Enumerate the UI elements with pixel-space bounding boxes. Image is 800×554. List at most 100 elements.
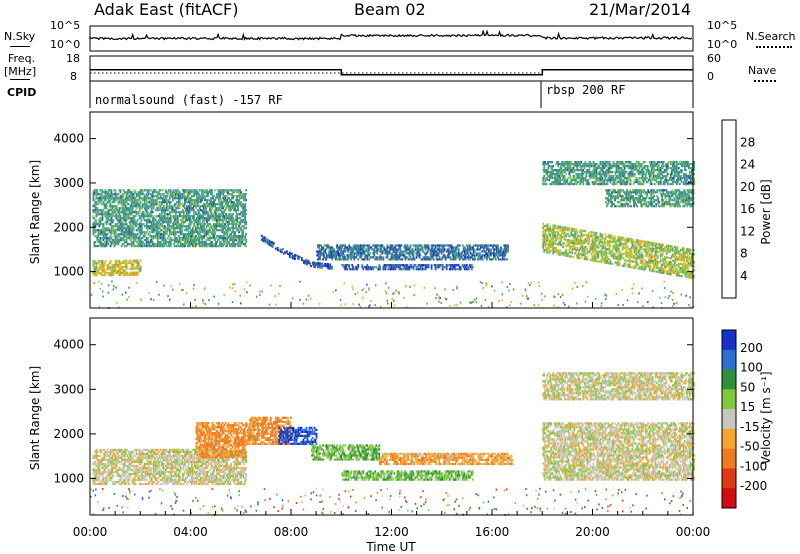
echo-cell bbox=[405, 252, 408, 255]
echo-cell bbox=[110, 237, 113, 240]
echo-cell bbox=[376, 248, 379, 251]
echo-cell bbox=[329, 246, 331, 249]
echo-cell bbox=[458, 266, 461, 269]
echo-cell bbox=[361, 266, 364, 269]
echo-cell bbox=[128, 211, 131, 214]
echo-cell bbox=[149, 203, 152, 206]
echo-cell bbox=[116, 237, 119, 240]
echo-cell bbox=[329, 248, 331, 251]
echo-cell bbox=[324, 250, 326, 253]
echo-cell bbox=[208, 223, 210, 226]
echo-cell bbox=[169, 189, 172, 192]
echo-cell bbox=[118, 235, 121, 238]
echo-cell bbox=[200, 243, 202, 246]
echo-cell bbox=[357, 266, 360, 269]
echo-cell bbox=[103, 264, 106, 267]
echo-cell bbox=[166, 191, 169, 194]
echo-cell bbox=[197, 199, 199, 202]
echo-cell bbox=[320, 244, 322, 247]
echo-cell bbox=[234, 207, 236, 210]
echo-cell bbox=[188, 191, 190, 194]
echo-cell bbox=[226, 203, 228, 206]
echo-cell bbox=[221, 205, 223, 208]
echo-cell bbox=[192, 229, 194, 232]
echo-cell bbox=[224, 239, 226, 242]
echo-cell bbox=[209, 203, 211, 206]
echo-cell bbox=[626, 239, 629, 242]
echo-cell bbox=[326, 254, 328, 257]
echo-cell bbox=[363, 266, 366, 269]
echo-cell bbox=[336, 244, 338, 247]
echo-cell bbox=[673, 271, 676, 274]
echo-cell bbox=[616, 245, 619, 248]
echo-cell bbox=[672, 255, 675, 258]
echo-cell bbox=[179, 195, 182, 198]
echo-cell bbox=[578, 255, 581, 258]
echo-cell bbox=[192, 245, 194, 248]
echo-cell bbox=[592, 259, 595, 262]
echo-cell bbox=[576, 254, 579, 257]
echo-cell bbox=[581, 229, 584, 232]
echo-cell bbox=[372, 256, 375, 259]
echo-cell bbox=[622, 244, 625, 247]
echo-cell bbox=[481, 246, 484, 249]
echo-cell bbox=[450, 248, 453, 251]
echo-cell bbox=[119, 227, 122, 230]
echo-cell bbox=[99, 229, 102, 232]
echo-cell bbox=[121, 207, 124, 210]
echo-cell bbox=[409, 244, 412, 247]
echo-cell bbox=[159, 197, 162, 200]
echo-cell bbox=[405, 264, 408, 267]
echo-cell bbox=[437, 254, 440, 257]
echo-cell bbox=[185, 243, 187, 246]
echo-cell bbox=[396, 254, 399, 257]
echo-cell bbox=[207, 245, 209, 248]
echo-cell bbox=[342, 252, 345, 255]
echo-cell bbox=[557, 233, 560, 236]
echo-cell bbox=[657, 251, 660, 254]
echo-cell bbox=[582, 247, 585, 250]
echo-cell bbox=[400, 268, 403, 271]
echo-cell bbox=[397, 266, 400, 269]
echo-cell bbox=[229, 237, 231, 240]
echo-cell bbox=[414, 246, 417, 249]
echo-cell bbox=[654, 260, 657, 263]
echo-cell bbox=[164, 239, 167, 242]
echo-cell bbox=[200, 227, 202, 230]
echo-cell bbox=[150, 207, 153, 210]
echo-cell bbox=[122, 225, 125, 228]
echo-cell bbox=[186, 191, 188, 194]
echo-cell bbox=[392, 250, 395, 253]
echo-cell bbox=[470, 268, 473, 271]
echo-cell bbox=[484, 250, 486, 253]
echo-cell bbox=[594, 243, 597, 246]
echo-cell bbox=[442, 256, 445, 259]
echo-cell bbox=[586, 258, 589, 261]
echo-cell bbox=[157, 215, 160, 218]
echo-cell bbox=[398, 256, 401, 259]
echo-cell bbox=[184, 239, 186, 242]
echo-cell bbox=[436, 258, 439, 261]
echo-cell bbox=[661, 259, 664, 262]
echo-cell bbox=[595, 240, 598, 243]
echo-cell bbox=[498, 252, 500, 255]
echo-cell bbox=[411, 266, 414, 269]
echo-cell bbox=[234, 209, 236, 212]
echo-cell bbox=[115, 213, 118, 216]
echo-cell bbox=[109, 195, 112, 198]
echo-cell bbox=[161, 225, 164, 228]
echo-cell bbox=[204, 213, 206, 216]
echo-cell bbox=[110, 191, 113, 194]
echo-cell bbox=[173, 237, 176, 240]
echo-cell bbox=[125, 237, 128, 240]
echo-cell bbox=[617, 259, 620, 263]
echo-cell bbox=[628, 265, 631, 268]
echo-cell bbox=[641, 260, 644, 263]
echo-cell bbox=[476, 258, 479, 261]
echo-cell bbox=[105, 211, 108, 214]
echo-cell bbox=[192, 189, 194, 192]
echo-cell bbox=[115, 217, 118, 220]
echo-cell bbox=[119, 237, 122, 240]
echo-cell bbox=[355, 246, 358, 249]
echo-cell bbox=[178, 201, 181, 204]
